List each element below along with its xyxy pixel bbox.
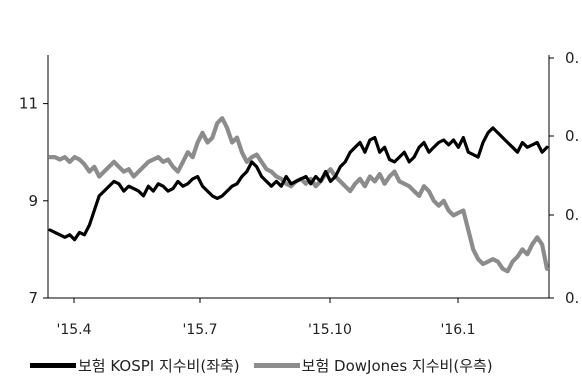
left-tick-label: 9: [28, 192, 38, 210]
chart: 7 9 11 0. 0. 0. 0. '15.4 '15.7 '15.10 '16.1: [19, 49, 579, 338]
left-tick-label: 7: [28, 289, 38, 307]
series-line-dowjones: [47, 116, 550, 274]
legend-swatch-kospi: [30, 362, 76, 368]
right-tick-label: 0.: [565, 127, 579, 145]
right-tick-label: 0.: [565, 289, 579, 307]
right-tick-label: 0.: [565, 49, 579, 67]
legend-swatch-dowjones: [253, 362, 300, 368]
left-tick-label: 11: [19, 95, 38, 113]
legend-label-kospi: 보험 KOSPI 지수비(좌축): [78, 356, 240, 375]
legend-label-dowjones: 보험 DowJones 지수비(우측): [301, 356, 493, 375]
x-tick-label: '15.7: [182, 322, 217, 338]
x-tick-label: '16.1: [440, 322, 475, 338]
chart-series: [47, 116, 550, 274]
chart-axes: [43, 55, 554, 303]
x-tick-label: '15.4: [56, 322, 91, 338]
legend-item-dowjones: 보험 DowJones 지수비(우측): [253, 355, 493, 376]
legend-item-kospi: 보험 KOSPI 지수비(좌축): [30, 355, 240, 376]
x-tick-label: '15.10: [308, 322, 352, 338]
series-line-kospi: [48, 126, 549, 242]
right-tick-label: 0.: [565, 206, 579, 224]
chart-legend: 보험 KOSPI 지수비(좌축) 보험 DowJones 지수비(우측): [30, 352, 582, 378]
chart-tick-labels: 7 9 11 0. 0. 0. 0. '15.4 '15.7 '15.10 '16.1: [19, 49, 579, 338]
